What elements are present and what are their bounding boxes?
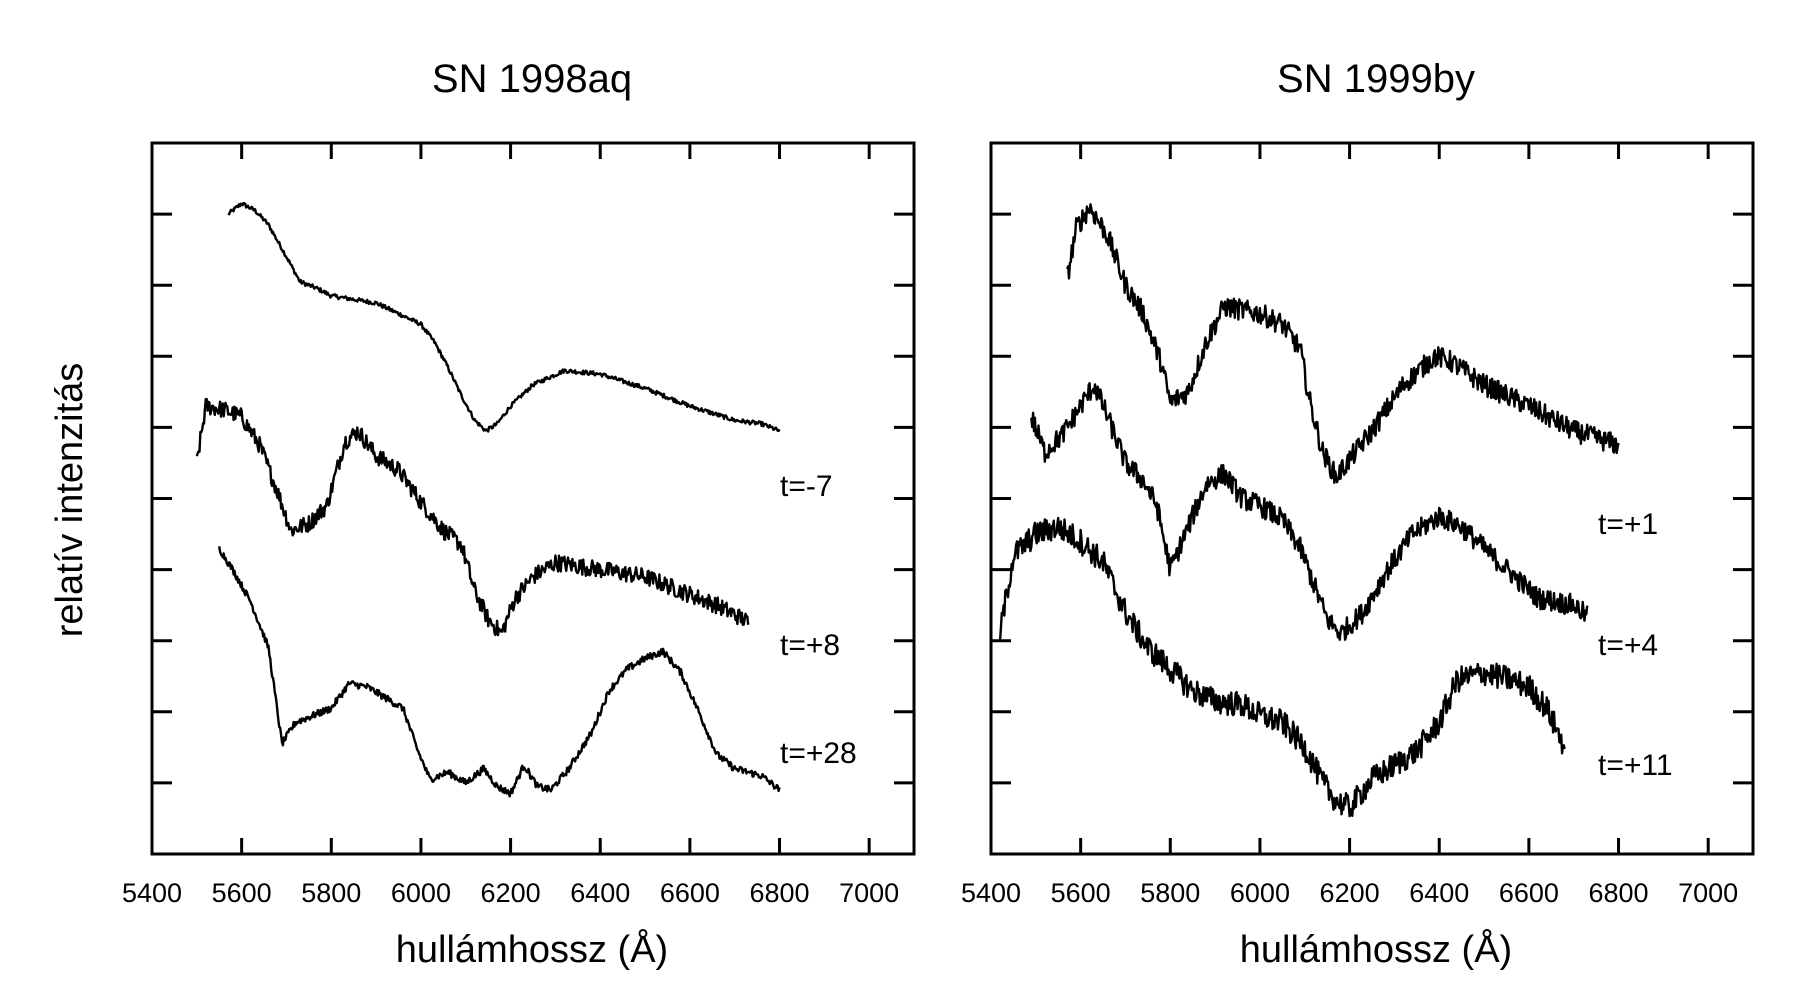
spectrum-line-t=+28 bbox=[218, 546, 781, 798]
series-label-t+11: t=+11 bbox=[1598, 749, 1673, 782]
series-group bbox=[998, 203, 1620, 818]
x-tick-label: 5400 bbox=[961, 878, 1021, 908]
panel-sn1998aq: SN 1998aq 5400 5600 5800 6000 6200 6400 6600 68… bbox=[122, 57, 916, 971]
plot-frame bbox=[989, 141, 1755, 856]
x-tick-label: 5600 bbox=[212, 878, 272, 908]
series-label-t+8: t=+8 bbox=[780, 629, 840, 662]
x-tick-label: 5800 bbox=[1140, 878, 1200, 908]
x-ticks: 5400 5600 5800 6000 6200 6400 6600 6800 7000 bbox=[122, 143, 899, 908]
x-tick-label: 6800 bbox=[1588, 878, 1648, 908]
x-tick-label: 7000 bbox=[1678, 878, 1738, 908]
series-label-t+1: t=+1 bbox=[1598, 508, 1658, 541]
panel-sn1999by: SN 1999by 5400 5600 5800 6000 6200 6400 6600 68… bbox=[961, 57, 1755, 971]
panel-title: SN 1999by bbox=[1277, 57, 1475, 101]
x-tick-label: 7000 bbox=[839, 878, 899, 908]
series-label-t+4: t=+4 bbox=[1598, 629, 1658, 662]
x-tick-label: 5800 bbox=[301, 878, 361, 908]
x-tick-label: 6600 bbox=[660, 878, 720, 908]
x-tick-label: 5600 bbox=[1051, 878, 1111, 908]
series-label-t-7: t=-7 bbox=[780, 470, 833, 503]
x-tick-label: 6200 bbox=[1320, 878, 1380, 908]
spectrum-line-t=+8 bbox=[195, 397, 750, 637]
x-tick-label: 6800 bbox=[749, 878, 809, 908]
x-tick-label: 5400 bbox=[122, 878, 182, 908]
series-label-t+28: t=+28 bbox=[780, 737, 857, 770]
x-tick-label: 6600 bbox=[1499, 878, 1559, 908]
x-axis-label: hullámhossz (Å) bbox=[396, 927, 668, 971]
spectrum-line-t=+1 bbox=[1066, 203, 1620, 484]
x-tick-label: 6200 bbox=[481, 878, 541, 908]
shared-ylabel: relatív intenzitás bbox=[49, 363, 91, 638]
x-tick-label: 6400 bbox=[570, 878, 630, 908]
panel-title: SN 1998aq bbox=[432, 57, 632, 101]
x-axis-label: hullámhossz (Å) bbox=[1240, 927, 1512, 971]
spectrum-line-t=+4 bbox=[1030, 382, 1589, 641]
spectrum-line-t=+11 bbox=[998, 516, 1566, 818]
x-ticks: 5400 5600 5800 6000 6200 6400 6600 6800 7000 bbox=[961, 143, 1738, 908]
y-ticks bbox=[152, 141, 914, 785]
spectrum-line-t=-7 bbox=[227, 202, 781, 433]
x-tick-label: 6400 bbox=[1409, 878, 1469, 908]
x-tick-label: 6000 bbox=[1230, 878, 1290, 908]
x-tick-label: 6000 bbox=[391, 878, 451, 908]
series-group bbox=[195, 202, 781, 798]
